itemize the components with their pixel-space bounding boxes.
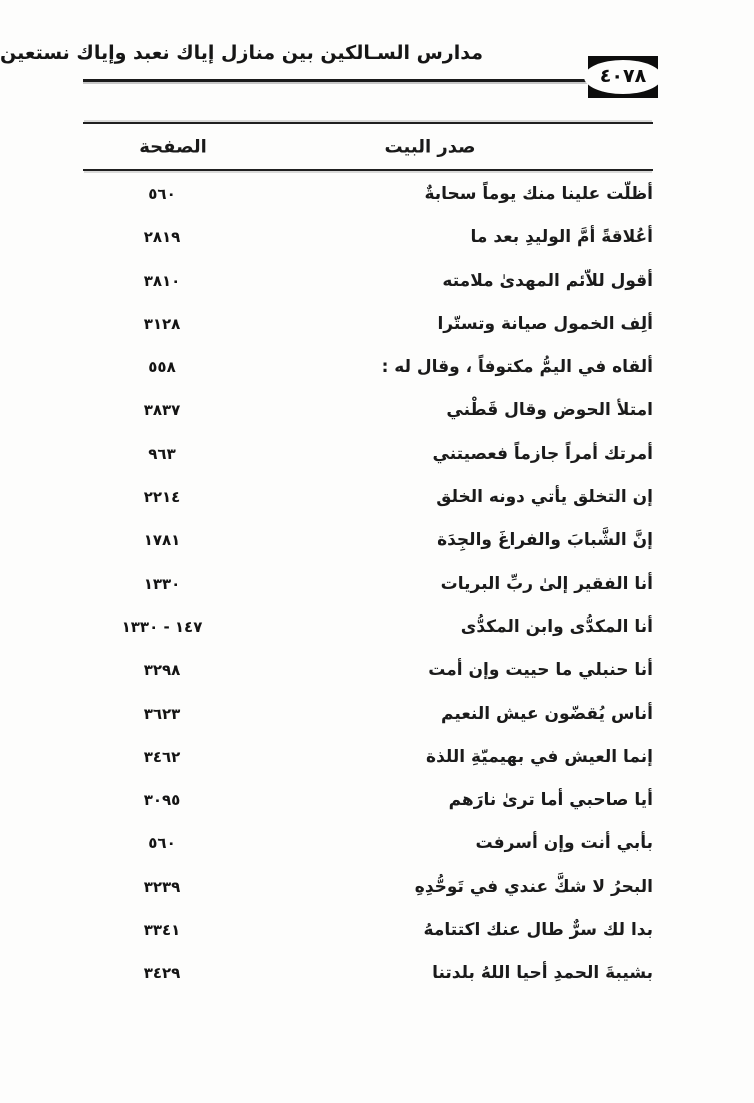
verse-text: إنما العيش في بهيميّةِ اللذة xyxy=(426,746,653,767)
table-row: أنا المكدُّى وابن المكدُّى ١٤٧ - ١٣٣٠ xyxy=(83,606,653,649)
table-row: إنما العيش في بهيميّةِ اللذة ٣٤٦٢ xyxy=(83,736,653,779)
verse-text: أنا الفقير إلىٰ ربِّ البريات xyxy=(440,573,653,594)
page-number-ellipse: ٤٠٧٨ xyxy=(584,60,662,94)
page-number-value: ٢٢١٤ xyxy=(143,488,181,507)
page-number-value: ٢٨١٩ xyxy=(143,228,181,247)
table-row: امتلأ الحوض وقال قَطْني ٣٨٣٧ xyxy=(83,389,653,432)
verse-text: بأبي أنت وإن أسرفت xyxy=(475,833,653,854)
page-number-value: ٣٠٩٥ xyxy=(143,791,181,810)
page-number-value: ٣٢٩٨ xyxy=(143,661,181,680)
verse-text: امتلأ الحوض وقال قَطْني xyxy=(446,400,653,421)
verse-text: أقول للاّئم المهدىٰ ملامته xyxy=(442,270,653,291)
verse-text: أناس يُقضّون عيش النعيم xyxy=(441,703,653,724)
verse-text: إنَّ الشَّبابَ والفراغَ والجِدَة xyxy=(437,530,653,551)
header-rule xyxy=(83,79,591,82)
verse-text: أظلّت علينا منك يوماً سحابةٌ xyxy=(424,184,653,204)
table-row: أنا حنبلي ما حييت وإن أمت ٣٢٩٨ xyxy=(83,649,653,692)
page-number-value: ١٧٨١ xyxy=(143,531,181,550)
page-number-value: ١٤٧ - ١٣٣٠ xyxy=(121,617,203,636)
page-number-value: ٣٤٦٢ xyxy=(143,747,181,766)
page-number-value: ٥٦٠ xyxy=(148,834,176,853)
table-row: أمرتك أمراً جازماً فعصيتني ٩٦٣ xyxy=(83,433,653,476)
page-number-value: ٥٦٠ xyxy=(148,185,176,203)
page-number-value: ٣٣٤١ xyxy=(143,921,181,940)
verse-text: أنا حنبلي ما حييت وإن أمت xyxy=(428,660,653,681)
page-number-value: ٣٤٢٩ xyxy=(143,964,181,983)
table-body: أظلّت علينا منك يوماً سحابةٌ ٥٦٠ أعُلاقة… xyxy=(83,171,653,996)
column-header-verse: صدر البيت xyxy=(384,136,476,157)
page-number-value: ٣٦٢٣ xyxy=(143,704,181,723)
verse-text: بشيبةَ الحمدِ أحيا اللهُ بلدتنا xyxy=(432,963,653,984)
page-number-value: ٩٦٣ xyxy=(148,444,176,463)
verse-text: بدا لك سرٌّ طال عنك اكتتامهُ xyxy=(423,920,653,941)
table-row: أناس يُقضّون عيش النعيم ٣٦٢٣ xyxy=(83,693,653,736)
table-row: أيا صاحبي أما ترىٰ نارَهم ٣٠٩٥ xyxy=(83,779,653,822)
table-row: أظلّت علينا منك يوماً سحابةٌ ٥٦٠ xyxy=(83,173,653,216)
verse-text: أعُلاقةً أمَّ الوليدِ بعد ما xyxy=(470,227,653,248)
verse-index-table: صدر البيت الصفحة أظلّت علينا منك يوماً س… xyxy=(83,122,653,996)
table-header-row: صدر البيت الصفحة xyxy=(83,122,653,171)
page-number: ٤٠٧٨ xyxy=(599,65,647,87)
verse-text: أنا المكدُّى وابن المكدُّى xyxy=(460,616,653,637)
page-number-value: ٣٨١٠ xyxy=(143,271,181,290)
verse-text: البحرُ لا شكَّ عندي في تَوحُّدِهِ xyxy=(414,876,653,897)
page-number-value: ١٣٣٠ xyxy=(143,574,181,593)
page-number-value: ٣٢٣٩ xyxy=(143,877,181,896)
table-row: ألقاه في اليمُّ مكتوفاً ، وقال له : ٥٥٨ xyxy=(83,346,653,389)
table-row: ألِف الخمول صيانة وتستّرا ٣١٢٨ xyxy=(83,303,653,346)
verse-text: ألِف الخمول صيانة وتستّرا xyxy=(437,313,653,334)
verse-text: أمرتك أمراً جازماً فعصيتني xyxy=(432,443,653,464)
table-row: بشيبةَ الحمدِ أحيا اللهُ بلدتنا ٣٤٢٩ xyxy=(83,952,653,995)
table-row: إنَّ الشَّبابَ والفراغَ والجِدَة ١٧٨١ xyxy=(83,519,653,562)
table-row: إن التخلق يأتي دونه الخلق ٢٢١٤ xyxy=(83,476,653,519)
verse-text: أيا صاحبي أما ترىٰ نارَهم xyxy=(448,790,653,811)
column-header-page: الصفحة xyxy=(139,136,207,157)
page-number-badge: ٤٠٧٨ xyxy=(584,56,662,98)
verse-text: ألقاه في اليمُّ مكتوفاً ، وقال له : xyxy=(381,357,653,378)
table-row: بأبي أنت وإن أسرفت ٥٦٠ xyxy=(83,822,653,865)
table-row: أعُلاقةً أمَّ الوليدِ بعد ما ٢٨١٩ xyxy=(83,216,653,259)
table-row: بدا لك سرٌّ طال عنك اكتتامهُ ٣٣٤١ xyxy=(83,909,653,952)
table-row: أنا الفقير إلىٰ ربِّ البريات ١٣٣٠ xyxy=(83,563,653,606)
running-title: مدارس السـالكين بين منازل إياك نعبد وإيا… xyxy=(0,42,483,64)
page-number-value: ٥٥٨ xyxy=(148,358,176,377)
table-row: أقول للاّئم المهدىٰ ملامته ٣٨١٠ xyxy=(83,260,653,303)
page-number-value: ٣٨٣٧ xyxy=(143,401,181,420)
table-row: البحرُ لا شكَّ عندي في تَوحُّدِهِ ٣٢٣٩ xyxy=(83,866,653,909)
page-number-value: ٣١٢٨ xyxy=(143,314,181,333)
verse-text: إن التخلق يأتي دونه الخلق xyxy=(436,487,653,508)
